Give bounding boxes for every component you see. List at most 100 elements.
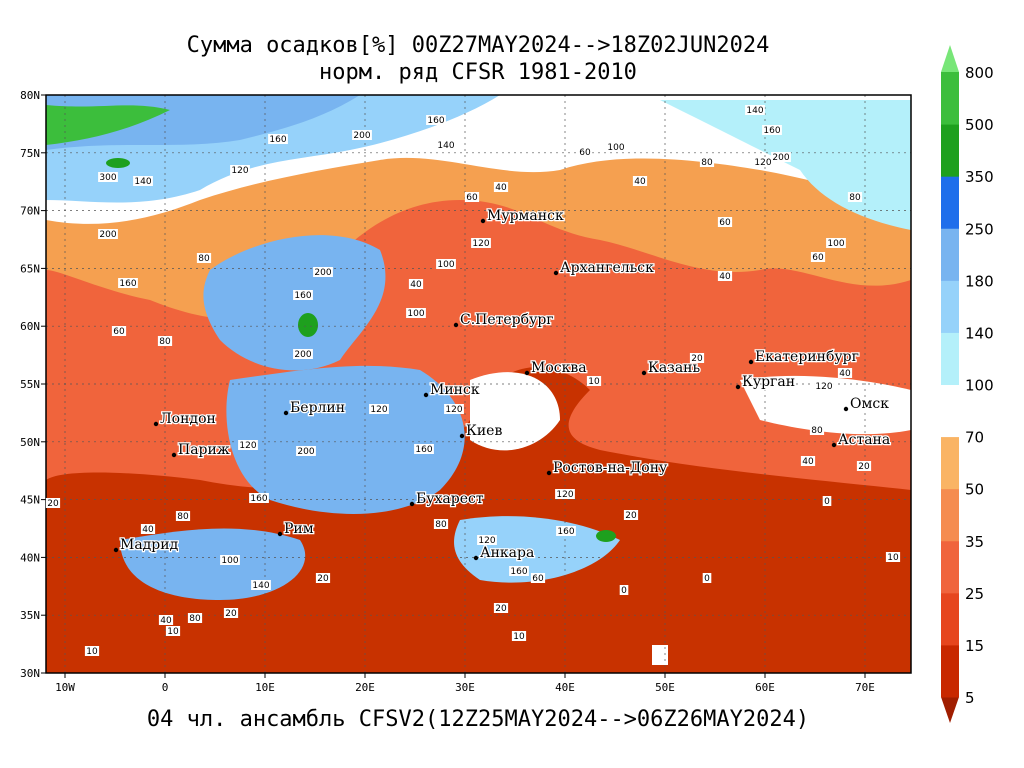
contour-label: 60 [113,327,125,337]
contour-label-bg [352,130,372,140]
lon-tick-label: 70E [855,681,875,694]
colorbar-box [941,228,959,281]
lat-tick-label: 45N [20,494,40,507]
colorbar-box [941,384,959,438]
city-dot [277,531,283,537]
contour-label: 120 [556,490,573,500]
city-label: Казань [648,360,700,376]
lon-tick-label: 30E [455,681,475,694]
colorbar-label: 100 [965,377,994,395]
contour-label-bg [745,105,765,115]
city-dot [748,359,754,365]
city-dot [113,547,119,553]
contour-label-bg [406,308,426,318]
contour-label-bg [586,376,602,386]
contour-label: 80 [159,337,171,347]
contour-label: 20 [858,462,870,472]
lat-tick-label: 75N [20,147,40,160]
contour-label: 120 [815,382,832,392]
contour-label: 140 [437,141,454,151]
lon-tick-label: 60E [755,681,775,694]
contour-label: 40 [495,183,507,193]
contour-label: 160 [510,567,527,577]
contour-label: 160 [763,126,780,136]
colorbar-box [941,332,959,385]
map-field [46,95,911,673]
contour-label-bg [84,646,100,656]
contour-label-bg [702,573,712,583]
city-dot [553,270,559,276]
city-dot [524,370,530,376]
contour-label-bg [847,192,863,202]
contour-label: 20 [317,574,329,584]
contour-label: 20 [691,354,703,364]
colorbar-label: 15 [965,637,984,655]
colorbar-box [941,540,959,594]
city-dot [480,218,486,224]
contour-label-bg [251,580,271,590]
contour-label: 200 [297,447,314,457]
contour-label-bg [196,253,212,263]
contour-label: 120 [478,536,495,546]
city-label: С.Петербург [460,312,554,328]
colorbar-label: 35 [965,533,984,551]
contour-label: 60 [812,253,824,263]
contour-label: 0 [704,574,710,584]
lon-tick-label: 0 [162,681,169,694]
lat-tick-label: 55N [20,378,40,391]
city-label: Минск [430,382,480,398]
contour-label-bg [175,511,191,521]
contour-label-bg [293,290,313,300]
contour-label: 40 [802,457,814,467]
contour-label-bg [223,608,239,618]
city-dot [459,433,465,439]
contour-label-bg [814,381,834,391]
contour-label-bg [315,573,331,583]
contour-label-bg [133,176,153,186]
contour-label-bg [822,496,832,506]
contour-label-bg [717,217,733,227]
contour-label: 120 [370,405,387,415]
city-dot [423,392,429,398]
colorbar-label: 800 [965,64,994,82]
contour-label: 140 [252,581,269,591]
contour-label: 10 [86,647,98,657]
contour-label-bg [606,142,626,152]
contour-label-bg [623,510,639,520]
contour-label-bg [577,147,593,157]
lat-tick-label: 30N [20,667,40,680]
contour-label-bg [619,585,629,595]
contour-label: 20 [625,511,637,521]
lon-tick-label: 10E [255,681,275,694]
city-dot [546,470,552,476]
city-label: Лондон [160,411,216,427]
colorbar-low-triangle [941,697,959,723]
lat-tick-label: 50N [20,436,40,449]
contour-label: 80 [849,193,861,203]
contour-label: 160 [269,135,286,145]
contour-label-bg [436,140,456,150]
contour-label: 0 [824,497,830,507]
contour-label-bg [436,259,456,269]
city-dot [831,442,837,448]
map-frame [45,94,912,674]
lat-tick-label: 65N [20,262,40,275]
contour-label: 200 [772,153,789,163]
city-dot [153,421,159,427]
lon-tick-label: 50E [655,681,675,694]
contour-label-bg [230,165,250,175]
contour-label: 100 [827,239,844,249]
city-dot [843,406,849,412]
contour-label-bg [509,566,529,576]
contour-label-bg [433,519,449,529]
contour-label: 10 [513,632,525,642]
lat-tick-label: 70N [20,205,40,218]
contour-label-bg [477,535,497,545]
city-dot [473,555,479,561]
contour-label-bg [165,626,181,636]
contour-label-bg [268,134,288,144]
contour-label: 160 [119,279,136,289]
contour-label: 40 [160,616,172,626]
